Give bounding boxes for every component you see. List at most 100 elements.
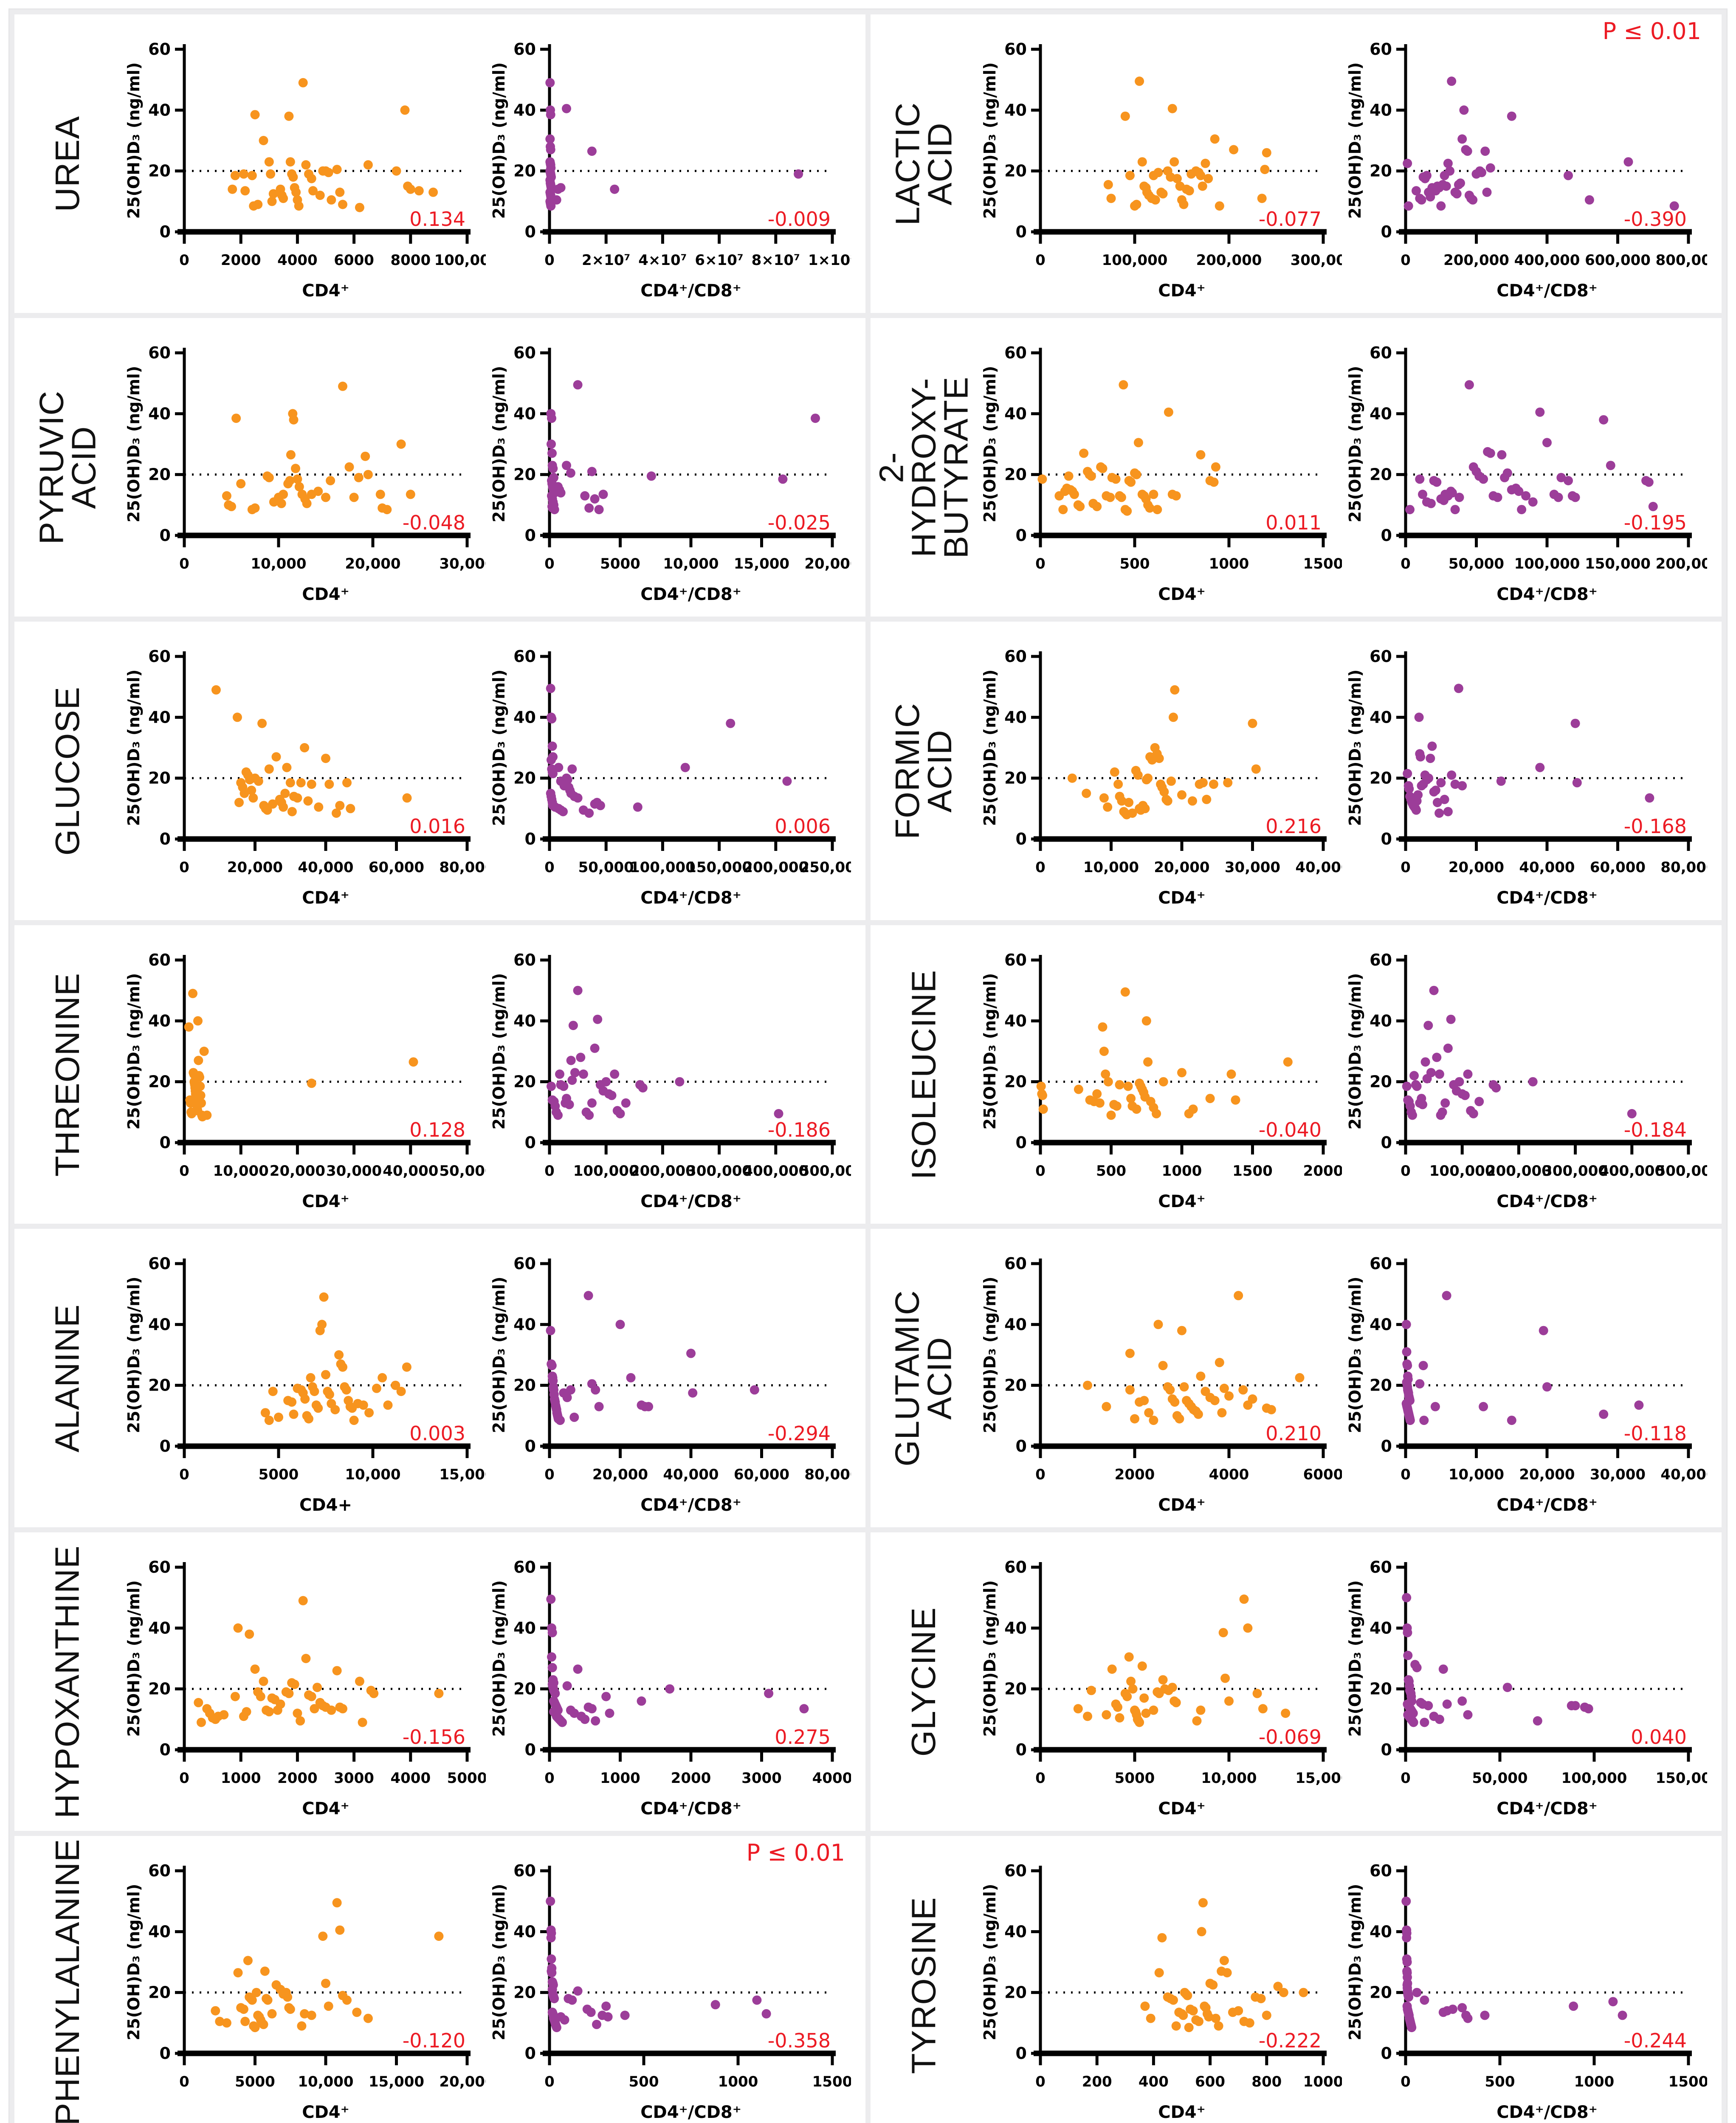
scatter-point	[1420, 1057, 1430, 1067]
x-tick-label: 200,000	[630, 1163, 696, 1180]
scatter-point	[615, 1109, 625, 1118]
x-tick-label: 40,000	[1295, 859, 1342, 876]
scatter-point	[591, 1385, 600, 1394]
scatter-point	[553, 184, 563, 194]
scatter-point	[752, 1995, 762, 2005]
scatter-point	[547, 448, 557, 458]
scatter-point	[1463, 1069, 1473, 1079]
plots-row: 0 20 40 60 0 100,000 200,000 300,000 25(OH)D₃ (n…	[977, 20, 1722, 308]
y-tick-label: 0	[525, 526, 536, 545]
y-axis-label: 25(OH)D₃ (ng/ml)	[981, 62, 999, 219]
scatter-point	[233, 1968, 243, 1977]
scatter-point	[332, 808, 341, 818]
scatter-point	[1193, 1409, 1203, 1419]
scatter-point	[1248, 1394, 1257, 1404]
scatter-point	[578, 1069, 588, 1079]
scatter-point	[1260, 164, 1270, 174]
scatter-point	[1434, 808, 1444, 818]
scatter-point	[605, 1708, 614, 1718]
y-tick-label: 60	[1370, 1254, 1392, 1273]
scatter-point	[1205, 1093, 1215, 1103]
x-axis-label: CD4⁺	[1158, 1799, 1206, 1819]
x-axis-label: CD4⁺/CD8⁺	[1496, 585, 1598, 604]
scatter-point	[1424, 773, 1434, 783]
scatter-point	[545, 134, 555, 144]
plots-row: 0 20 40 60 0 200 400 600 800 1000 25(OH)D₃ (ng/ml)…	[977, 1841, 1722, 2123]
x-tick-label: 400,000	[1599, 1163, 1665, 1180]
scatter-plot-tyrosine-cd4-cd8: 0 20 40 60 0 500 1000 1500 25(OH)D₃ (ng/ml) CD4⁺/…	[1346, 1861, 1707, 2122]
y-tick-label: 40	[1370, 1922, 1392, 1941]
y-tick-label: 60	[513, 1861, 536, 1880]
scatter-point	[1135, 76, 1144, 86]
scatter-point	[686, 1348, 696, 1358]
scatter-point	[1419, 1415, 1429, 1425]
scatter-point	[335, 187, 345, 197]
scatter-point	[1196, 1371, 1206, 1381]
x-tick-label: 100,000	[434, 252, 486, 269]
scatter-point	[1442, 1699, 1452, 1709]
x-tick-label: 20,000	[227, 859, 283, 876]
metabolite-label: UREA	[48, 115, 86, 212]
scatter-point	[1402, 1957, 1412, 1967]
scatter-point	[1183, 1991, 1192, 2000]
x-tick-label: 200,000	[1443, 252, 1509, 269]
y-tick-label: 20	[1004, 1376, 1027, 1394]
scatter-point	[580, 491, 590, 501]
scatter-point	[1262, 2010, 1271, 2020]
scatter-point	[1105, 492, 1115, 502]
x-tick-label: 10,000	[1449, 1466, 1504, 1483]
scatter-point	[1257, 193, 1267, 203]
scatter-point	[231, 413, 241, 423]
scatter-point	[1418, 489, 1427, 499]
scatter-point	[1079, 448, 1089, 458]
scatter-plot-pyruvic-acid-cd4: 0 20 40 60 0 10,000 20,000 30,000 25(OH)D₃ (ng/m…	[124, 344, 486, 604]
scatter-point	[1153, 1319, 1163, 1329]
scatter-point	[1415, 1379, 1425, 1388]
scatter-point	[1409, 1718, 1418, 1727]
x-tick-label: 0	[1035, 1163, 1046, 1180]
scatter-point	[233, 1623, 243, 1633]
scatter-point	[1517, 504, 1527, 514]
scatter-point	[406, 489, 415, 499]
plots-row: 020406002000400060008000100,00025(OH)D₃ …	[121, 20, 865, 308]
y-axis-label: 25(OH)D₃ (ng/ml)	[490, 1276, 508, 1433]
y-axis-label: 25(OH)D₃ (ng/ml)	[981, 973, 999, 1129]
scatter-point	[1095, 1098, 1105, 1108]
scatter-point	[1144, 1408, 1154, 1417]
y-tick-label: 0	[1381, 526, 1392, 545]
scatter-point	[1422, 170, 1432, 180]
scatter-point	[1229, 145, 1239, 154]
scatter-point	[1167, 104, 1177, 113]
correlation-value: -0.077	[1259, 208, 1322, 231]
scatter-plot-isoleucine-cd4: 0 20 40 60 0 500 1000 1500 2000 25(OH)D₃ (ng/ml) C…	[981, 951, 1342, 1211]
y-tick-label: 20	[148, 769, 171, 787]
scatter-point	[1252, 1688, 1262, 1698]
scatter-point	[222, 491, 231, 501]
scatter-point	[1491, 1083, 1501, 1092]
y-tick-label: 60	[513, 40, 536, 59]
scatter-point	[1137, 157, 1147, 166]
scatter-point	[1402, 1593, 1412, 1602]
scatter-point	[363, 470, 373, 479]
scatter-point	[1197, 1926, 1206, 1936]
metabolite-label-box: TYROSINE	[871, 1836, 977, 2123]
scatter-point	[550, 1688, 560, 1698]
y-tick-label: 40	[513, 708, 536, 726]
scatter-point	[1426, 498, 1436, 508]
scatter-plot-isoleucine-cd4-cd8: 0 20 40 60 0 100,000200,000300,000400,000500,…	[1346, 951, 1707, 1211]
y-tick-label: 0	[1016, 1437, 1027, 1456]
y-tick-label: 40	[1370, 404, 1392, 423]
x-tick-label: 200,000	[743, 859, 809, 876]
scatter-point	[315, 190, 325, 200]
y-tick-label: 60	[1004, 344, 1027, 362]
scatter-point	[1234, 1290, 1243, 1300]
metabolite-label: GLUCOSE	[48, 686, 86, 856]
x-tick-label: 0	[179, 555, 189, 572]
scatter-point	[1417, 195, 1426, 205]
scatter-point	[1120, 987, 1130, 997]
scatter-point	[335, 800, 345, 810]
scatter-point	[1570, 1701, 1580, 1710]
scatter-point	[1124, 1652, 1134, 1661]
scatter-point	[1485, 448, 1495, 458]
